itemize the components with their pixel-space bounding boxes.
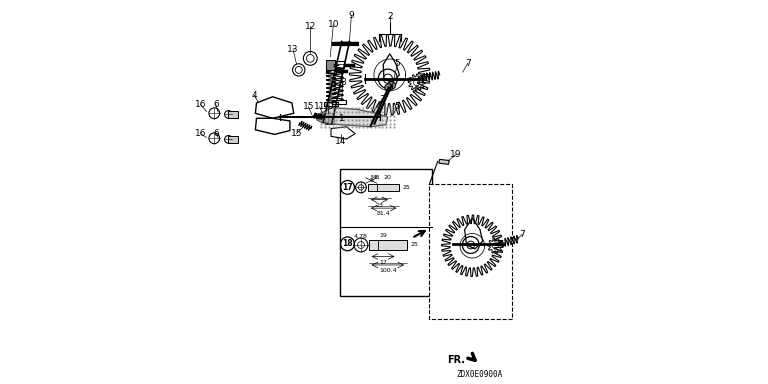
Bar (368, 184, 399, 191)
Text: 11: 11 (314, 102, 325, 111)
Text: 18: 18 (343, 239, 353, 248)
Text: 15: 15 (303, 102, 314, 111)
Text: 7: 7 (519, 230, 525, 239)
Text: 6: 6 (213, 129, 219, 138)
Bar (326, 113, 333, 124)
Text: 16: 16 (195, 100, 206, 109)
Text: 25: 25 (402, 185, 410, 190)
Text: 5: 5 (369, 178, 373, 183)
Text: 12: 12 (305, 22, 316, 31)
Text: 15: 15 (291, 129, 302, 138)
Text: 1: 1 (339, 114, 345, 123)
Text: 14: 14 (336, 137, 346, 146)
Bar (332, 100, 346, 104)
Text: 2: 2 (387, 12, 393, 21)
Text: 20: 20 (383, 175, 391, 180)
Bar (322, 113, 328, 122)
Text: 19: 19 (379, 233, 387, 238)
Text: 6: 6 (213, 100, 219, 109)
Text: FR.: FR. (447, 355, 465, 365)
Text: ZDX0E0900A: ZDX0E0900A (456, 370, 502, 379)
Text: 16: 16 (195, 129, 206, 138)
Text: 9: 9 (349, 11, 354, 20)
Bar (229, 136, 238, 143)
Text: 19: 19 (451, 150, 462, 159)
Bar (339, 169, 432, 296)
Bar (324, 102, 338, 106)
Polygon shape (316, 108, 388, 127)
Text: 10: 10 (323, 102, 334, 111)
Text: 4.78: 4.78 (354, 234, 368, 239)
Text: 13: 13 (287, 45, 299, 54)
Bar (326, 66, 336, 73)
Text: 5: 5 (395, 59, 400, 68)
Text: 17: 17 (379, 260, 387, 265)
Text: 7: 7 (465, 59, 471, 68)
Bar (369, 240, 407, 250)
Polygon shape (439, 159, 449, 164)
Text: 8: 8 (340, 78, 346, 87)
Text: 17: 17 (343, 183, 353, 192)
Text: 81.4: 81.4 (377, 211, 390, 216)
Text: 25: 25 (410, 242, 418, 248)
Text: 100.4: 100.4 (379, 268, 396, 273)
Text: 23: 23 (376, 203, 383, 208)
Bar (326, 60, 335, 70)
Bar (229, 111, 238, 118)
Circle shape (388, 81, 396, 89)
Bar (429, 184, 511, 319)
Bar (333, 61, 344, 68)
Text: 10: 10 (328, 20, 339, 30)
Circle shape (385, 84, 392, 91)
Text: M8: M8 (370, 175, 379, 180)
Text: 5: 5 (395, 102, 400, 111)
Text: 3: 3 (379, 94, 385, 104)
Text: 4: 4 (251, 91, 257, 100)
